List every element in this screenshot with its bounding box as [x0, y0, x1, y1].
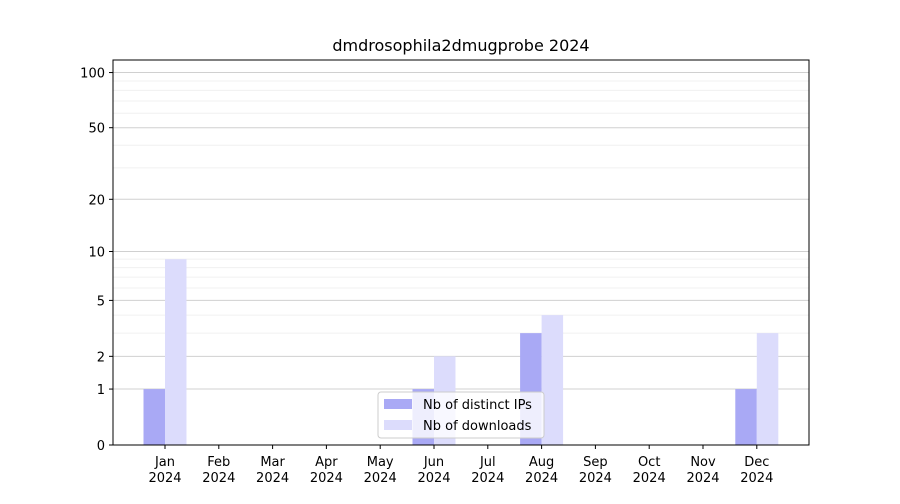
x-tick-label: Jun 2024 [417, 455, 450, 486]
y-tick-label: 2 [97, 350, 105, 365]
legend-label: Nb of downloads [423, 419, 532, 434]
y-tick-label: 5 [97, 294, 105, 309]
legend-label: Nb of distinct IPs [423, 398, 532, 413]
bar [735, 389, 757, 445]
x-tick-label: Aug 2024 [525, 455, 558, 486]
y-tick-label: 0 [97, 439, 105, 454]
bar [756, 333, 779, 445]
x-tick-label: Apr 2024 [310, 455, 343, 486]
legend-box [377, 391, 545, 439]
x-tick-label: Jan 2024 [148, 455, 181, 486]
x-tick-label: Mar 2024 [256, 455, 289, 486]
bar [165, 259, 187, 445]
y-tick-label: 50 [88, 122, 105, 137]
y-tick-label: 10 [88, 245, 105, 260]
x-tick-label: Dec 2024 [740, 455, 773, 486]
x-tick-label: Oct 2024 [633, 455, 666, 486]
x-tick-label: Sep 2024 [579, 455, 612, 486]
y-tick-label: 100 [80, 67, 105, 82]
y-tick-label: 20 [88, 193, 105, 208]
bar [541, 315, 564, 445]
x-tick-label: May 2024 [364, 455, 397, 486]
chart-title: dmdrosophila2dmugprobe 2024 [332, 36, 589, 55]
x-tick-label: Nov 2024 [686, 455, 719, 486]
legend-swatch [384, 399, 412, 409]
x-tick-label: Feb 2024 [202, 455, 235, 486]
plot-frame [112, 59, 810, 446]
bar [143, 389, 165, 445]
y-tick-label: 1 [97, 383, 105, 398]
legend: Nb of distinct IPs Nb of downloads [377, 391, 545, 439]
x-tick-label: Jul 2024 [471, 455, 504, 486]
legend-swatch [384, 420, 412, 430]
